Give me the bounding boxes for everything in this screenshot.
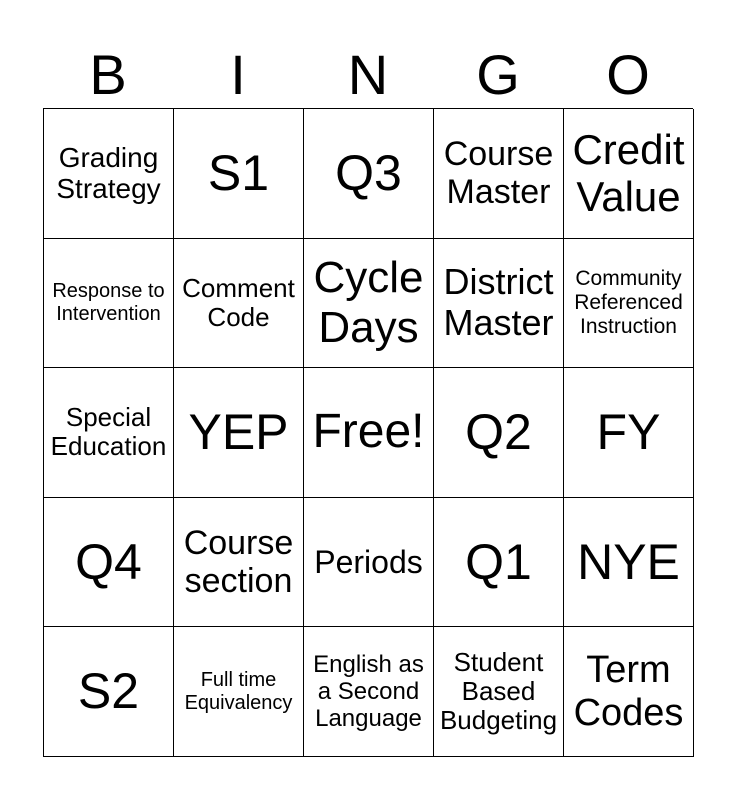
bingo-cell[interactable]: Term Codes bbox=[564, 627, 694, 757]
bingo-header: B I N G O bbox=[43, 40, 693, 110]
bingo-cell[interactable]: Grading Strategy bbox=[44, 109, 174, 239]
bingo-cell[interactable]: NYE bbox=[564, 497, 694, 628]
bingo-cell[interactable]: Special Education bbox=[44, 368, 174, 498]
header-letter-g: G bbox=[476, 43, 520, 106]
bingo-cell[interactable]: Q1 bbox=[434, 497, 564, 628]
header-letter-n: N bbox=[347, 43, 389, 106]
bingo-cell[interactable]: Periods bbox=[304, 497, 434, 628]
bingo-cell[interactable]: District Master bbox=[434, 238, 564, 369]
bingo-cell[interactable]: YEP bbox=[174, 368, 304, 498]
bingo-cell[interactable]: Comment Code bbox=[174, 238, 304, 369]
bingo-cell[interactable]: Community Referenced Instruction bbox=[564, 238, 694, 369]
bingo-cell[interactable]: Course section bbox=[174, 497, 304, 628]
bingo-cell[interactable]: FY bbox=[564, 368, 694, 498]
bingo-cell[interactable]: Response to Intervention bbox=[44, 238, 174, 369]
bingo-grid: Grading Strategy S1 Q3 Course Master Credit … bbox=[43, 108, 694, 757]
bingo-cell[interactable]: English as a Second Language bbox=[304, 627, 434, 757]
bingo-cell[interactable]: Student Based Budgeting bbox=[434, 627, 564, 757]
header-letter-i: I bbox=[230, 43, 246, 106]
bingo-cell[interactable]: Course Master bbox=[434, 109, 564, 239]
bingo-cell[interactable]: Full time Equivalency bbox=[174, 627, 304, 757]
bingo-cell[interactable]: Q4 bbox=[44, 497, 174, 628]
bingo-cell[interactable]: Free! bbox=[304, 368, 434, 498]
header-letter-o: O bbox=[606, 43, 650, 106]
bingo-cell[interactable]: Cycle Days bbox=[304, 238, 434, 369]
bingo-cell[interactable]: S1 bbox=[174, 109, 304, 239]
bingo-cell[interactable]: Credit Value bbox=[564, 109, 694, 239]
bingo-cell[interactable]: Q3 bbox=[304, 109, 434, 239]
bingo-cell[interactable]: S2 bbox=[44, 627, 174, 757]
bingo-cell[interactable]: Q2 bbox=[434, 368, 564, 498]
header-letter-b: B bbox=[89, 43, 127, 106]
